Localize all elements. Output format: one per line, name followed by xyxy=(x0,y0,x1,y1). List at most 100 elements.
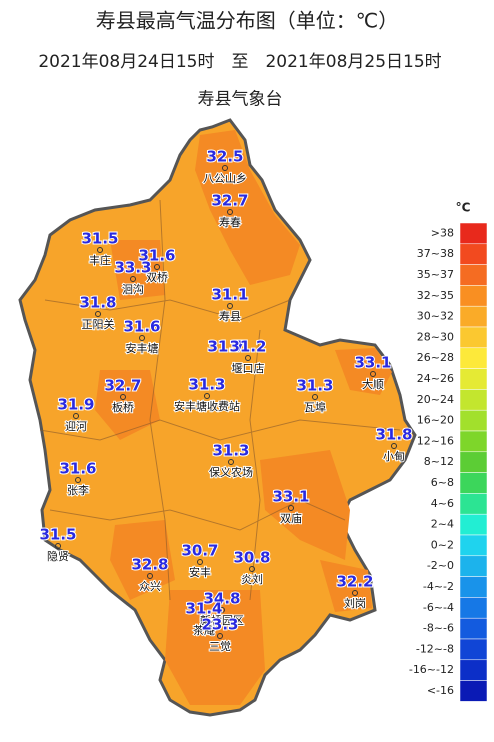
station-value: 32.7 xyxy=(211,192,248,210)
station-dot xyxy=(130,276,136,282)
legend-label: >38 xyxy=(431,226,454,239)
legend-label: 6~8 xyxy=(431,476,454,489)
legend-label: 24~26 xyxy=(417,372,454,385)
legend-label: 2~4 xyxy=(431,518,454,531)
legend-swatch xyxy=(459,368,488,390)
legend-label: 20~24 xyxy=(417,393,454,406)
station-name: 正阳关 xyxy=(82,317,115,331)
legend-label: 0~2 xyxy=(431,538,454,551)
legend-label: 37~38 xyxy=(417,247,454,260)
station-value: 31.6 xyxy=(123,318,160,336)
legend-swatch xyxy=(459,222,488,245)
legend-swatch xyxy=(459,555,488,577)
station-dot xyxy=(249,566,255,572)
legend-swatch xyxy=(459,597,488,619)
legend-swatch xyxy=(459,305,488,328)
station-name: 保义农场 xyxy=(209,465,253,479)
station-dot xyxy=(228,459,234,465)
station-value: 34.8 xyxy=(203,590,240,608)
legend-swatch xyxy=(459,326,488,349)
legend-label: 30~32 xyxy=(417,310,454,323)
station-name: 丰庄 xyxy=(89,253,111,267)
station-dot xyxy=(312,394,318,400)
legend-label: -6~-4 xyxy=(423,601,454,614)
station-dot xyxy=(75,477,81,483)
legend-label: 16~20 xyxy=(417,414,454,427)
legend-swatch xyxy=(459,659,488,681)
station-dot xyxy=(201,617,207,623)
station-name: 张李 xyxy=(67,483,89,497)
station-name: 安丰塘 xyxy=(126,341,159,355)
station-name: 隐贤 xyxy=(47,550,69,563)
station-name: 迎河 xyxy=(65,420,87,433)
station-dot xyxy=(120,394,126,400)
station-value: 31.3 xyxy=(212,442,249,460)
station-value: 30.8 xyxy=(233,549,270,567)
station-value: 32.8 xyxy=(131,556,168,574)
stations: 八公山乡 32.5 寿春 32.7 丰庄 31.5 双桥 31.6 洄沟 33.3 寿县 31.1 正阳… xyxy=(38,147,413,655)
legend-swatch xyxy=(459,409,488,432)
station-name: 炎刘 xyxy=(241,573,263,586)
station-value: 31.5 xyxy=(81,230,118,248)
station-dot xyxy=(73,413,79,419)
station-dot xyxy=(219,607,225,613)
station-dot xyxy=(245,355,251,361)
station-value: 31.5 xyxy=(39,526,76,544)
source: 寿县气象台 xyxy=(198,90,283,110)
station-value: 32.7 xyxy=(104,377,141,395)
station-name: 刘岗 xyxy=(344,597,366,610)
station-name: 茶庵 xyxy=(193,623,215,637)
station-name: 双桥 xyxy=(146,271,168,284)
legend-swatch xyxy=(459,576,488,598)
station-name: 洄沟 xyxy=(122,283,144,296)
station-value: 31.8 xyxy=(375,426,412,444)
legend-swatch xyxy=(459,638,488,661)
legend-label: -2~0 xyxy=(427,559,454,572)
station-name: 小甸 xyxy=(383,450,405,463)
station-value: 31.6 xyxy=(138,247,175,265)
station-name: 安丰 xyxy=(189,565,211,579)
station-dot xyxy=(217,633,223,639)
legend-unit: °C xyxy=(456,201,471,215)
station-value: 31.4 xyxy=(185,600,222,618)
legend-label: -4~-2 xyxy=(423,580,454,593)
station-name: 大顺 xyxy=(362,377,384,391)
legend-swatch xyxy=(459,493,488,515)
legend-swatch xyxy=(459,430,488,453)
legend-label: 35~37 xyxy=(417,268,454,281)
legend: °C >38 37~38 35~37 32~35 30~32 28~30 26~28 24~2… xyxy=(409,201,488,702)
station-name: 瓦埠 xyxy=(304,400,326,414)
legend-swatch xyxy=(459,347,488,369)
legend-label: 12~16 xyxy=(417,434,454,447)
station-value: 31.9 xyxy=(57,396,94,414)
legend-swatch xyxy=(459,513,488,536)
station-dot xyxy=(197,559,203,565)
station-dot xyxy=(370,371,376,377)
station-value: 32.5 xyxy=(206,148,243,166)
legend-label: <-16 xyxy=(427,684,454,697)
legend-label: 8~12 xyxy=(424,455,454,468)
station-dot xyxy=(288,505,294,511)
station-dot xyxy=(55,543,61,549)
legend-swatch xyxy=(459,389,488,411)
station-value: 31.1 xyxy=(211,286,248,304)
legend-swatch xyxy=(459,472,488,494)
legend-swatch xyxy=(459,534,488,557)
station-name: 新桥园区 xyxy=(200,613,244,627)
station-value: 31.3 xyxy=(296,377,333,395)
station-dot xyxy=(139,335,145,341)
station-value: 31.7 xyxy=(207,338,244,356)
station-value: 33.1 xyxy=(354,354,391,372)
period: 2021年08月24日15时 至 2021年08月25日15时 xyxy=(38,52,441,72)
legend-label: -12~-8 xyxy=(416,642,454,655)
legend-swatch xyxy=(459,451,488,473)
station-name: 寿县 xyxy=(219,309,241,323)
station-name: 寿春 xyxy=(219,215,241,229)
station-dot xyxy=(227,303,233,309)
station-name: 众兴 xyxy=(139,580,161,593)
station-value: 31.3 xyxy=(188,376,225,394)
station-dot xyxy=(204,393,210,399)
station-dot xyxy=(222,165,228,171)
station-value: 31.6 xyxy=(59,460,96,478)
